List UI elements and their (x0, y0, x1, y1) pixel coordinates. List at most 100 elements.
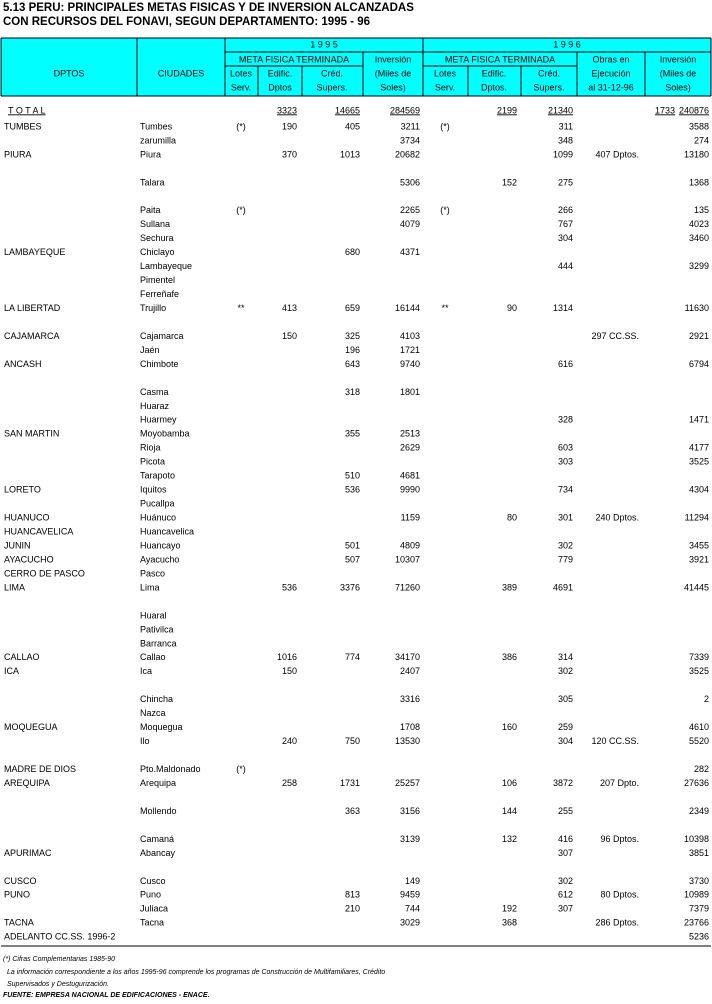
cell: Huarmey (140, 415, 177, 425)
cell: 207 Dpto. (600, 778, 639, 788)
cell: 3211 (401, 121, 420, 131)
cell: Rioja (140, 443, 161, 453)
cell: 750 (345, 736, 360, 746)
col-header: Lotes (230, 68, 253, 78)
cell: 150 (282, 666, 297, 676)
col-header: (Miles de (375, 68, 412, 78)
cell: 307 (558, 904, 573, 914)
title: 5.13 PERU: PRINCIPALES METAS FISICAS Y D… (3, 2, 414, 14)
cell: 348 (558, 135, 573, 145)
cell: Huancayo (140, 540, 181, 550)
col-header: Soles) (665, 82, 691, 92)
cell: 80 (507, 513, 517, 523)
cell: (*) (236, 121, 246, 131)
cell: Iquitos (140, 485, 167, 495)
cell: 2921 (689, 331, 709, 341)
cell: Ica (140, 666, 152, 676)
cell: 132 (502, 834, 517, 844)
cell: 259 (558, 722, 573, 732)
cell: 2265 (400, 205, 420, 215)
cell: Trujillo (140, 303, 166, 313)
cell: 5520 (689, 736, 709, 746)
cell: 510 (345, 471, 360, 481)
cell: Cajamarca (140, 331, 184, 341)
cell: 4809 (400, 540, 420, 550)
cell: Juliaca (140, 904, 168, 914)
cell: 6794 (689, 359, 709, 369)
cell: 3455 (689, 540, 709, 550)
cell: zarumilla (140, 135, 176, 145)
cell: 314 (558, 652, 573, 662)
cell: 27636 (684, 778, 709, 788)
cell: 1368 (689, 177, 709, 187)
cell: 2349 (689, 806, 709, 816)
col-header: DPTOS (54, 68, 85, 78)
cell: 196 (345, 345, 360, 355)
cell: Cusco (140, 876, 166, 886)
cell: Barranca (140, 638, 177, 648)
cell: 11630 (685, 303, 709, 313)
cell: 1721 (400, 345, 420, 355)
cell: 413 (282, 303, 297, 313)
cell: 744 (405, 904, 420, 914)
cell: 1471 (689, 415, 709, 425)
cell: Chincha (140, 694, 173, 704)
cell: 774 (345, 652, 360, 662)
cell: 10307 (395, 554, 420, 564)
cell: 3460 (689, 233, 709, 243)
cell: 4610 (689, 722, 709, 732)
cell: 152 (502, 177, 517, 187)
cell: 3588 (689, 121, 709, 131)
cell: 4304 (689, 485, 709, 495)
cell: 41445 (684, 582, 709, 592)
col-header: Créd. (538, 68, 560, 78)
cell: 3139 (400, 834, 420, 844)
cell: Lima (140, 582, 160, 592)
header-bg (1, 38, 711, 96)
cell: Mollendo (140, 806, 177, 816)
cell: LAMBAYEQUE (4, 247, 65, 257)
cell: CUSCO (4, 876, 37, 886)
cell: 405 (345, 121, 360, 131)
cell: Picota (140, 457, 165, 467)
cell: 71260 (395, 582, 420, 592)
cell: 303 (558, 457, 573, 467)
cell: LIMA (4, 582, 25, 592)
cell: 10398 (684, 834, 709, 844)
cell: 536 (282, 582, 297, 592)
cell: HUANUCO (4, 513, 50, 523)
total-cell: 284569 (390, 105, 420, 115)
cell: 659 (345, 303, 360, 313)
cell: LA LIBERTAD (4, 303, 61, 313)
cell: 2 (704, 694, 709, 704)
cell: TACNA (4, 918, 34, 928)
cell: 4177 (689, 443, 709, 453)
cell: 3730 (689, 876, 709, 886)
cell: 5236 (689, 932, 709, 942)
cell: Jaén (140, 345, 160, 355)
cell: 4681 (400, 471, 420, 481)
col-header: Serv. (231, 82, 251, 92)
col-header: CIUDADES (158, 68, 205, 78)
group-header: META FISICA TERMINADA (445, 54, 555, 64)
source: FUENTE: EMPRESA NACIONAL DE EDIFICACIONE… (3, 992, 210, 999)
cell: 616 (558, 359, 573, 369)
cell: 4103 (400, 331, 420, 341)
cell: Moquegua (140, 722, 183, 732)
cell: 34170 (395, 652, 420, 662)
col-header: Lotes (434, 68, 457, 78)
cell: Paita (140, 205, 161, 215)
cell: 3872 (553, 778, 573, 788)
cell: Tarapoto (140, 471, 175, 481)
cell: 307 (558, 848, 573, 858)
cell: 328 (558, 415, 573, 425)
cell: 1016 (277, 652, 297, 662)
cell: Talara (140, 177, 165, 187)
cell: Chimbote (140, 359, 179, 369)
cell: 297 CC.SS. (591, 331, 639, 341)
cell: 3156 (400, 806, 420, 816)
cell: 2407 (400, 666, 420, 676)
col-header: Supers. (533, 82, 564, 92)
cell: 144 (502, 806, 517, 816)
